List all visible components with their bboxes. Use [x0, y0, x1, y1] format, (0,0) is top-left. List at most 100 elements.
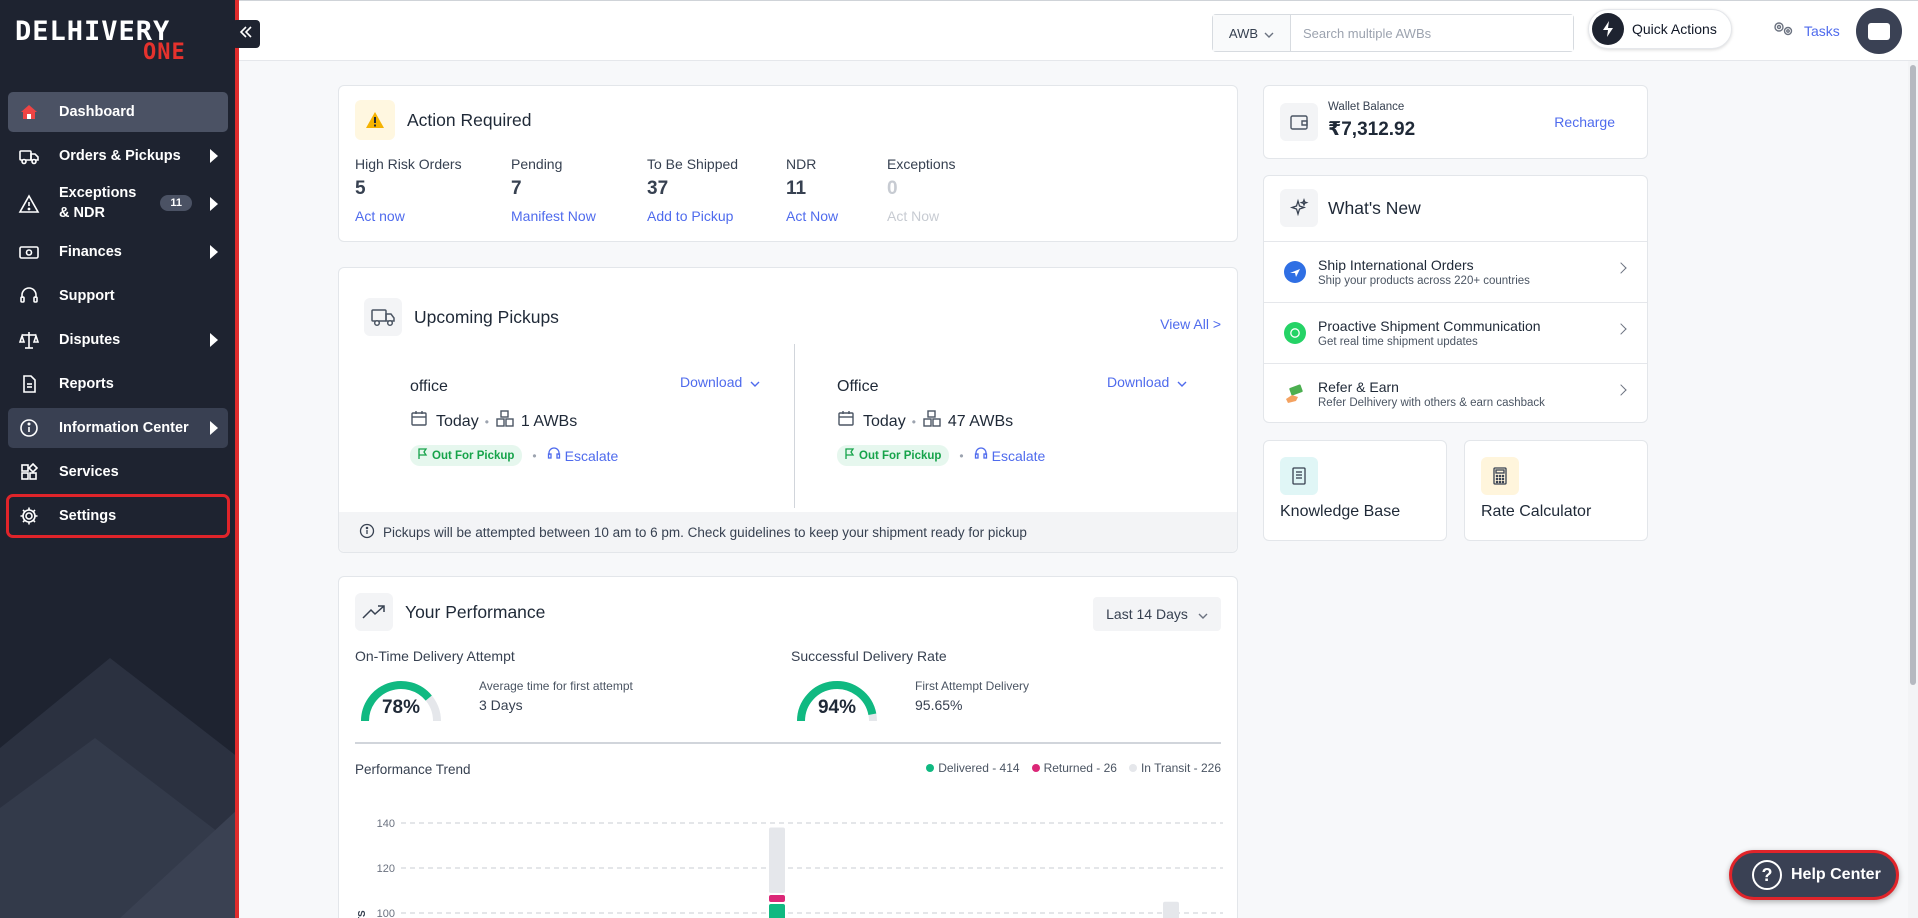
- whats-new-item-international[interactable]: Ship International Orders Ship your produ…: [1264, 241, 1647, 301]
- stat-label: NDR: [786, 156, 817, 172]
- user-avatar[interactable]: [1856, 8, 1902, 54]
- escalate-link[interactable]: Escalate: [974, 447, 1045, 464]
- upcoming-pickups-title: Upcoming Pickups: [414, 306, 559, 327]
- whats-new-item-proactive-communication[interactable]: Proactive Shipment Communication Get real…: [1264, 302, 1647, 362]
- sidebar-item-orders-pickups[interactable]: Orders & Pickups: [8, 136, 228, 176]
- sidebar-item-reports[interactable]: Reports: [8, 364, 228, 404]
- tasks-link[interactable]: Tasks: [1773, 20, 1840, 41]
- sidebar-item-exceptions-ndr[interactable]: Exceptions & NDR 11: [8, 180, 228, 228]
- action-required-title: Action Required: [407, 109, 532, 130]
- help-center-label: Help Center: [1791, 866, 1881, 883]
- download-dropdown[interactable]: Download: [1107, 374, 1187, 390]
- pickup-card: Office Download Today • 47 AWBs Out For …: [837, 374, 1197, 466]
- download-dropdown[interactable]: Download: [680, 374, 760, 390]
- status-text: Out For Pickup: [432, 449, 515, 462]
- legend-item-delivered[interactable]: Delivered - 414: [926, 761, 1020, 775]
- wallet-icon: [1280, 103, 1318, 141]
- rate-calculator-label: Rate Calculator: [1481, 503, 1592, 520]
- recharge-link[interactable]: Recharge: [1554, 114, 1615, 130]
- separator-dot: •: [484, 414, 489, 429]
- legend-swatch: [926, 764, 935, 772]
- sidebar-item-label: Dashboard: [59, 104, 135, 120]
- add-to-pickup-link[interactable]: Add to Pickup: [647, 208, 734, 224]
- chevron-down-icon: [750, 374, 760, 390]
- escalate-label: Escalate: [564, 447, 619, 464]
- chevron-right-icon: [1615, 323, 1627, 335]
- legend-item-returned[interactable]: Returned - 26: [1031, 761, 1117, 775]
- brand-logo[interactable]: DELHIVERY ONE: [15, 18, 186, 64]
- view-all-link[interactable]: View All >: [1160, 316, 1221, 332]
- item-title: Refer & Earn: [1318, 378, 1399, 395]
- page-scrollbar[interactable]: [1908, 61, 1918, 918]
- truck-icon: [364, 298, 402, 336]
- calendar-truck-icon: [410, 410, 430, 433]
- gear-icon: [18, 505, 40, 527]
- headset-icon: [974, 447, 988, 464]
- sidebar-item-disputes[interactable]: Disputes: [8, 320, 228, 360]
- rate-calculator-tile[interactable]: Rate Calculator: [1464, 440, 1648, 541]
- stat-label: High Risk Orders: [355, 156, 462, 172]
- status-text: Out For Pickup: [859, 449, 942, 462]
- collapse-sidebar-button[interactable]: [232, 20, 260, 48]
- on-time-sub-label: Average time for first attempt: [479, 679, 633, 693]
- sidebar-item-services[interactable]: Services: [8, 452, 228, 492]
- whats-new-item-refer-earn[interactable]: Refer & Earn Refer Delhivery with others …: [1264, 363, 1647, 423]
- sidebar-item-label: Exceptions & NDR: [59, 185, 137, 221]
- legend-label: Returned - 26: [1043, 761, 1117, 775]
- stat-label: To Be Shipped: [647, 156, 739, 172]
- sidebar-item-support[interactable]: Support: [8, 276, 228, 316]
- legend-item-in-transit[interactable]: In Transit - 226: [1128, 761, 1221, 775]
- item-title: Proactive Shipment Communication: [1318, 317, 1541, 334]
- awb-search-group: AWB: [1212, 14, 1574, 52]
- headset-icon: [547, 447, 561, 464]
- bar-in-transit[interactable]: [769, 827, 785, 894]
- bar-in-transit[interactable]: [1163, 901, 1179, 918]
- download-label: Download: [680, 374, 743, 390]
- escalate-link[interactable]: Escalate: [547, 447, 619, 464]
- y-tick-label: 140: [377, 818, 395, 830]
- pickup-location-name: office: [410, 378, 448, 395]
- brand-line-1: DELHIVERY: [15, 16, 171, 47]
- whatsapp-icon: [1284, 321, 1306, 344]
- date-range-select[interactable]: Last 14 Days: [1093, 597, 1221, 631]
- boxes-icon: [495, 410, 515, 433]
- quick-actions-button[interactable]: Quick Actions: [1588, 9, 1732, 49]
- sidebar-item-finances[interactable]: Finances: [8, 232, 228, 272]
- bar-returned[interactable]: [769, 895, 785, 902]
- sidebar-item-label: Support: [59, 288, 115, 304]
- chevron-right-icon: [1615, 262, 1627, 274]
- manifest-now-link[interactable]: Manifest Now: [511, 208, 596, 224]
- sidebar-item-information-center[interactable]: Information Center: [8, 408, 228, 448]
- pickup-day: Today: [436, 412, 479, 430]
- caret-right-icon: [210, 149, 218, 163]
- wallet-card: Wallet Balance ₹7,312.92 Recharge: [1263, 85, 1648, 159]
- bar-delivered[interactable]: [769, 904, 785, 918]
- item-subtitle: Get real time shipment updates: [1318, 335, 1478, 348]
- ndr-act-now-link[interactable]: Act Now: [786, 208, 839, 224]
- awb-search-input[interactable]: [1291, 15, 1573, 51]
- act-now-link[interactable]: Act now: [355, 208, 405, 224]
- scale-icon: [18, 329, 40, 351]
- exceptions-act-now-link: Act Now: [887, 208, 940, 224]
- success-sub-value: 95.65%: [915, 697, 963, 713]
- wallet-label: Wallet Balance: [1328, 101, 1405, 113]
- on-time-gauge: 78%: [359, 677, 443, 730]
- chevron-down-icon: [1177, 374, 1187, 390]
- date-range-value: Last 14 Days: [1106, 606, 1188, 622]
- y-tick-label: 100: [377, 908, 395, 918]
- sidebar-item-settings[interactable]: Settings: [6, 494, 230, 538]
- sidebar-item-label: Orders & Pickups: [59, 148, 181, 164]
- knowledge-base-tile[interactable]: Knowledge Base: [1263, 440, 1447, 541]
- stat-exceptions: Exceptions 0 Act Now: [887, 156, 955, 224]
- scrollbar-thumb[interactable]: [1910, 65, 1916, 685]
- legend-label: Delivered - 414: [938, 761, 1020, 775]
- stat-to-be-shipped: To Be Shipped 37 Add to Pickup: [647, 156, 738, 224]
- pickup-note-text: Pickups will be attempted between 10 am …: [383, 524, 1027, 540]
- help-center-button[interactable]: ? Help Center: [1729, 850, 1899, 900]
- calculator-icon: [1481, 457, 1519, 495]
- sidebar-item-dashboard[interactable]: Dashboard: [8, 92, 228, 132]
- awb-type-select[interactable]: AWB: [1213, 15, 1291, 51]
- chevron-down-icon: [1198, 606, 1208, 622]
- trend-title: Performance Trend: [355, 762, 471, 777]
- legend-swatch: [1128, 764, 1137, 772]
